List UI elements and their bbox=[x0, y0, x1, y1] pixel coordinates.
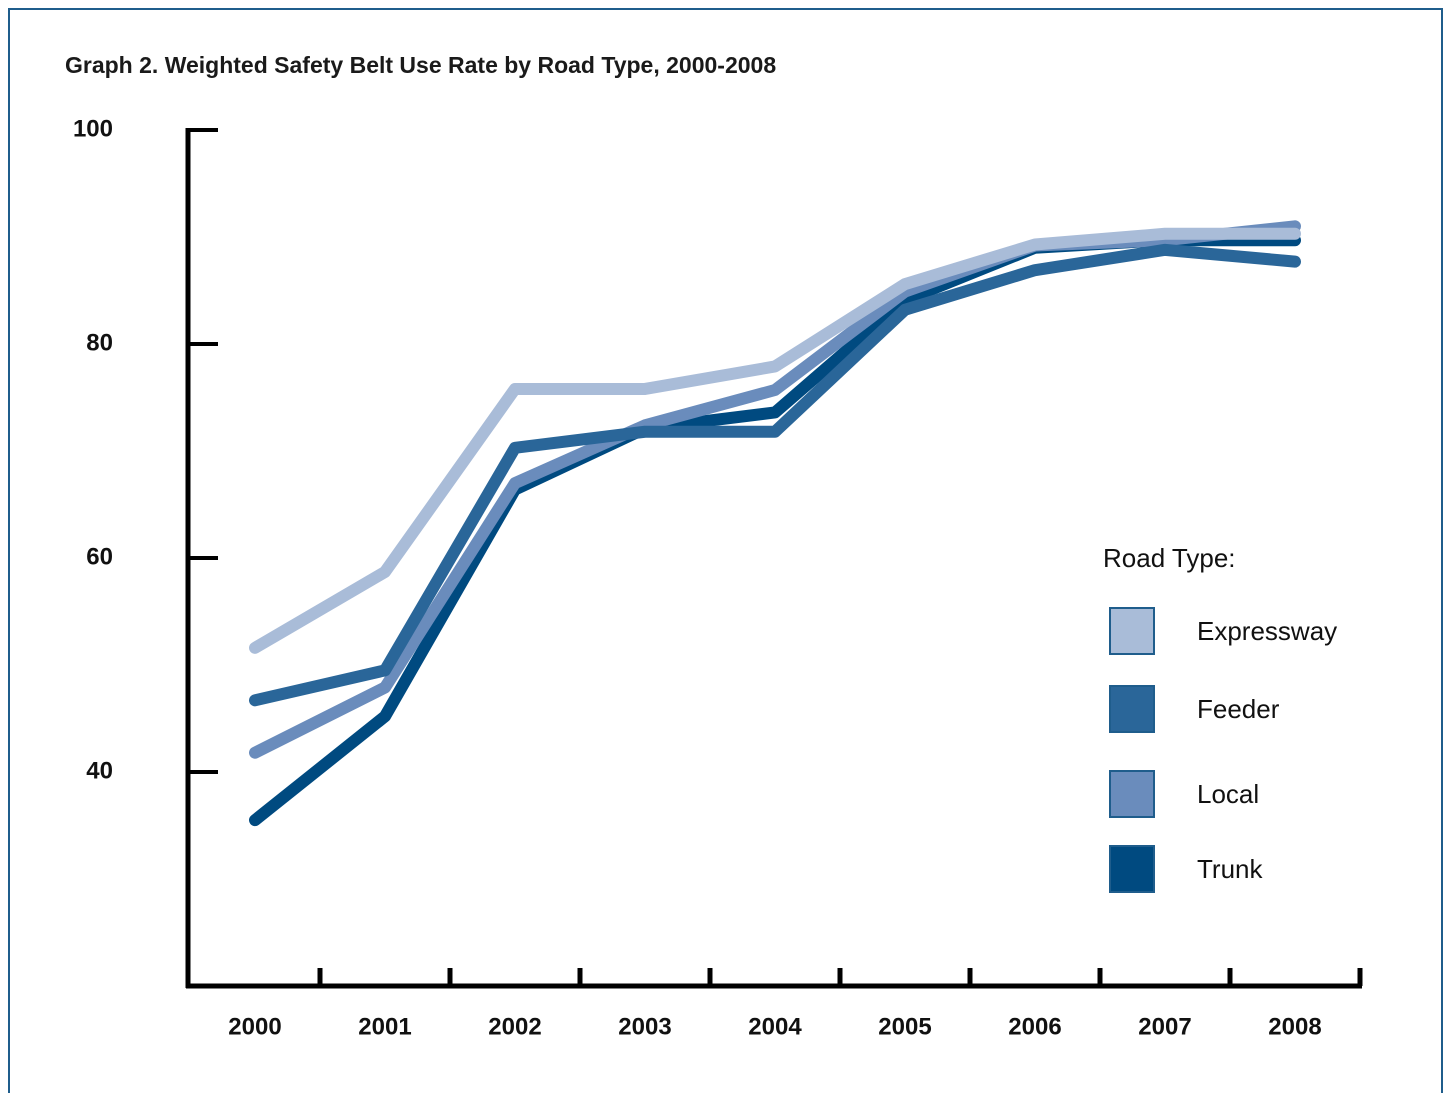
y-tick-label: 80 bbox=[86, 329, 113, 356]
frame bbox=[8, 8, 1443, 1093]
x-tick-label: 2005 bbox=[878, 1013, 931, 1040]
x-tick-label: 2004 bbox=[748, 1013, 802, 1040]
y-tick-label: 100 bbox=[73, 115, 113, 142]
legend-swatch bbox=[1109, 607, 1155, 655]
x-tick-label: 2006 bbox=[1008, 1013, 1061, 1040]
y-tick-label: 40 bbox=[86, 757, 113, 784]
legend-label: Expressway bbox=[1197, 616, 1337, 646]
legend-label: Trunk bbox=[1197, 854, 1263, 884]
series-line bbox=[249, 243, 1301, 707]
legend-title: Road Type: bbox=[1103, 543, 1236, 573]
legend-swatch bbox=[1109, 685, 1155, 733]
legend-label: Feeder bbox=[1197, 694, 1280, 724]
legend-label: Local bbox=[1197, 779, 1259, 809]
x-tick-label: 2000 bbox=[228, 1013, 281, 1040]
y-tick-label: 60 bbox=[86, 543, 113, 570]
legend-swatch bbox=[1109, 845, 1155, 893]
x-tick-label: 2003 bbox=[618, 1013, 671, 1040]
x-tick-label: 2001 bbox=[358, 1013, 411, 1040]
x-tick-label: 2002 bbox=[488, 1013, 541, 1040]
chart-title: Graph 2. Weighted Safety Belt Use Rate b… bbox=[65, 52, 776, 78]
x-tick-label: 2007 bbox=[1138, 1013, 1191, 1040]
x-tick-label: 2008 bbox=[1268, 1013, 1321, 1040]
legend-swatch bbox=[1109, 770, 1155, 818]
series-line bbox=[249, 227, 1301, 654]
